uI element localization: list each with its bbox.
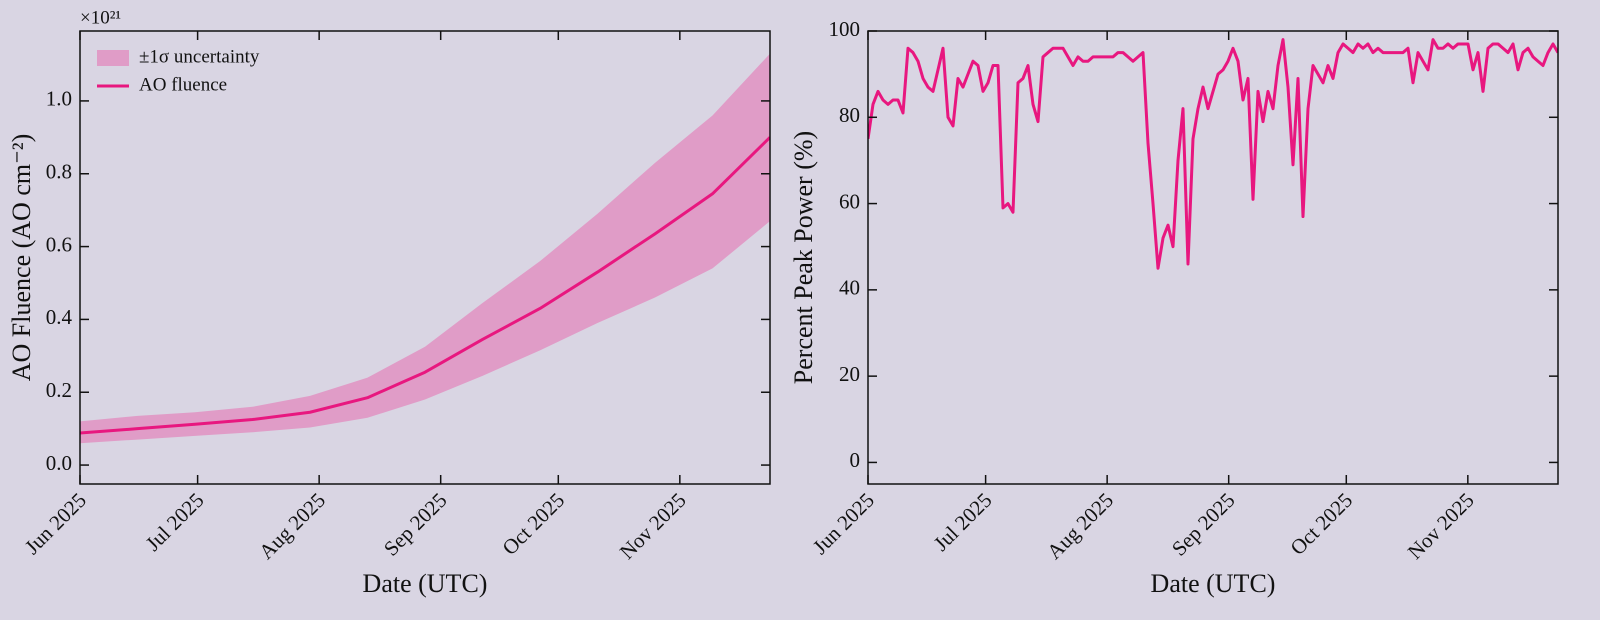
x-tick-label: Jul 2025 xyxy=(929,488,997,556)
legend-label: ±1σ uncertainty xyxy=(139,46,260,67)
y-tick-label: 60 xyxy=(839,189,860,213)
axes-frame xyxy=(79,30,771,485)
x-tick-label: Aug 2025 xyxy=(254,488,330,564)
y-tick-label: 20 xyxy=(839,362,860,386)
x-axis-label: Date (UTC) xyxy=(1151,569,1276,598)
x-tick-label: Aug 2025 xyxy=(1042,488,1118,564)
x-tick-label: Oct 2025 xyxy=(1285,488,1357,560)
y-tick-label: 40 xyxy=(839,276,860,300)
x-tick-label: Sep 2025 xyxy=(379,488,452,561)
uncertainty-band xyxy=(80,53,770,444)
y-tick-label: 80 xyxy=(839,103,860,127)
y-tick-label: 0.8 xyxy=(46,160,72,184)
axes-frame xyxy=(867,30,1559,485)
plot-area xyxy=(80,53,770,444)
legend-patch xyxy=(97,50,129,66)
axis-offset-text: ×10²¹ xyxy=(80,7,121,28)
y-tick-label: 0.2 xyxy=(46,378,72,402)
y-tick-label: 100 xyxy=(829,17,861,41)
x-tick-label: Jun 2025 xyxy=(20,488,91,559)
data-line xyxy=(868,38,1558,270)
y-tick-label: 0.4 xyxy=(46,305,73,329)
x-tick-label: Oct 2025 xyxy=(497,488,569,560)
x-tick-label: Nov 2025 xyxy=(1403,488,1479,564)
y-tick-label: 1.0 xyxy=(46,87,72,111)
plot-area xyxy=(868,38,1558,270)
data-line xyxy=(80,136,770,435)
y-axis-label: Percent Peak Power (%) xyxy=(789,131,818,384)
y-tick-label: 0 xyxy=(850,448,861,472)
legend-label: AO fluence xyxy=(139,74,227,95)
y-tick-label: 0.6 xyxy=(46,232,72,256)
x-tick-label: Sep 2025 xyxy=(1167,488,1240,561)
x-tick-label: Nov 2025 xyxy=(615,488,691,564)
x-tick-label: Jun 2025 xyxy=(808,488,879,559)
y-tick-label: 0.0 xyxy=(46,451,72,475)
x-axis-label: Date (UTC) xyxy=(363,569,488,598)
y-axis-label: AO Fluence (AO cm⁻²) xyxy=(7,134,36,382)
x-tick-label: Jul 2025 xyxy=(141,488,209,556)
